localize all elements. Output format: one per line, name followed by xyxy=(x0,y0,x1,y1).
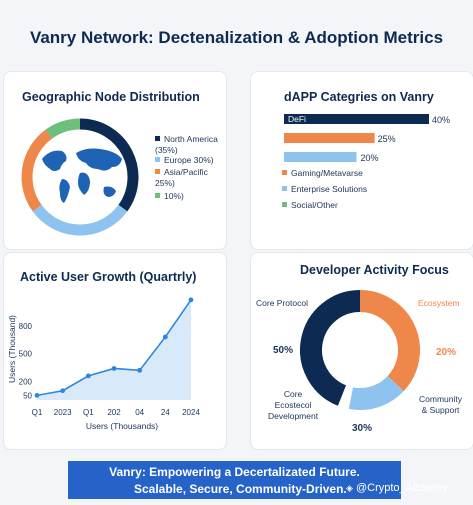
geo-slice xyxy=(32,204,128,236)
banner-line2: Scalable, Secure, Community-Driven. xyxy=(134,482,347,496)
growth-ytick: 800 xyxy=(19,322,33,331)
legend-swatch xyxy=(155,169,160,174)
geo-legend-item: Europe 30%) xyxy=(155,155,214,166)
dapp-legend-item: Gaming/Metavarse xyxy=(282,168,363,179)
dev-slice xyxy=(359,290,420,392)
dev-slice xyxy=(348,375,404,410)
watermark: ◈ @Crypto_Alchemy xyxy=(346,482,448,494)
footer-banner: Vanry: Empowering a Decertalizated Futur… xyxy=(68,461,401,499)
legend-swatch xyxy=(282,170,287,175)
growth-point xyxy=(137,367,143,373)
dapp-bar-label: 40% xyxy=(432,115,450,125)
dapp-bar-label: 25% xyxy=(378,134,396,144)
growth-ytick: 50 xyxy=(23,391,32,400)
growth-point xyxy=(162,334,168,340)
dapp-legend-item: Enterprise Solutions xyxy=(282,184,367,195)
dev-slice xyxy=(300,290,361,406)
dapp-bar-label: 20% xyxy=(361,153,379,162)
dapp-bar-name: DeFi xyxy=(288,114,306,124)
banner-line1: Vanry: Empowering a Decertalizated Futur… xyxy=(109,465,360,479)
page-title: Vanry Network: Dectenalization & Adoptio… xyxy=(29,28,444,47)
dapp-bar xyxy=(284,133,375,143)
legend-swatch xyxy=(282,202,287,207)
geo-slice xyxy=(21,129,53,212)
growth-xtick: 2023 xyxy=(54,408,72,417)
dev-pct-tool: 30% xyxy=(352,423,373,434)
dev-pct-eco: 20% xyxy=(436,347,457,358)
growth-title: Active User Growth (Quartrly) xyxy=(20,270,197,284)
dapp-bar xyxy=(284,152,357,162)
growth-xtick: 24 xyxy=(161,408,170,417)
growth-point xyxy=(111,366,117,371)
dev-label-core: Core Protocol xyxy=(256,298,308,308)
growth-xtick: 202 xyxy=(107,408,121,417)
legend-swatch xyxy=(282,186,287,191)
dev-label-ecosystem: Ecosystem xyxy=(418,298,460,308)
growth-point xyxy=(60,388,66,394)
diamond-icon: ◈ xyxy=(346,483,353,493)
dapp-title: dAPP Categries on Vanry xyxy=(284,90,434,104)
growth-xtick: Q1 xyxy=(83,408,94,417)
growth-area xyxy=(37,299,191,400)
legend-swatch xyxy=(155,193,160,198)
geo-legend-item: North America (35%) xyxy=(155,134,218,155)
growth-xlabel: Users (Thousands) xyxy=(86,421,158,431)
dev-slice xyxy=(337,385,354,409)
geo-slice xyxy=(79,118,139,212)
growth-xtick: Q1 xyxy=(32,408,43,417)
geo-legend-item: 10%) xyxy=(155,191,184,202)
growth-point xyxy=(85,373,91,379)
dapp-bar xyxy=(284,114,429,124)
growth-ylabel: Users (Thousand) xyxy=(7,315,17,383)
dapp-legend-item: Social/Other xyxy=(282,200,338,211)
dapp-bar-chart: DeFi 40% 25% 20% xyxy=(284,114,450,162)
geo-slice xyxy=(45,118,81,139)
dev-label-community: Community & Support xyxy=(419,394,462,415)
geo-title: Geographic Node Distribution xyxy=(22,90,200,104)
growth-line-chart: 50 200 500 800 Q1 2023 Q1 202 04 24 2024 Users (Tho… xyxy=(7,297,200,431)
growth-point xyxy=(188,297,194,303)
growth-xtick: 04 xyxy=(135,408,144,417)
world-map-icon xyxy=(42,148,122,203)
growth-ytick: 200 xyxy=(19,377,33,386)
geo-donut xyxy=(21,118,139,236)
dev-pct-core: 50% xyxy=(273,345,294,356)
growth-xtick: 2024 xyxy=(182,408,200,417)
legend-swatch xyxy=(155,157,160,162)
growth-ytick: 500 xyxy=(19,350,33,359)
dev-donut xyxy=(300,290,420,410)
legend-swatch xyxy=(155,136,160,141)
geo-legend-item: Asia/Pacific 25%) xyxy=(155,167,208,188)
dev-label-tooling: Core Ecostecol Development xyxy=(268,389,319,421)
dev-title: Developer Activity Focus xyxy=(300,263,449,277)
growth-point xyxy=(34,392,40,398)
dev-card xyxy=(250,252,473,450)
